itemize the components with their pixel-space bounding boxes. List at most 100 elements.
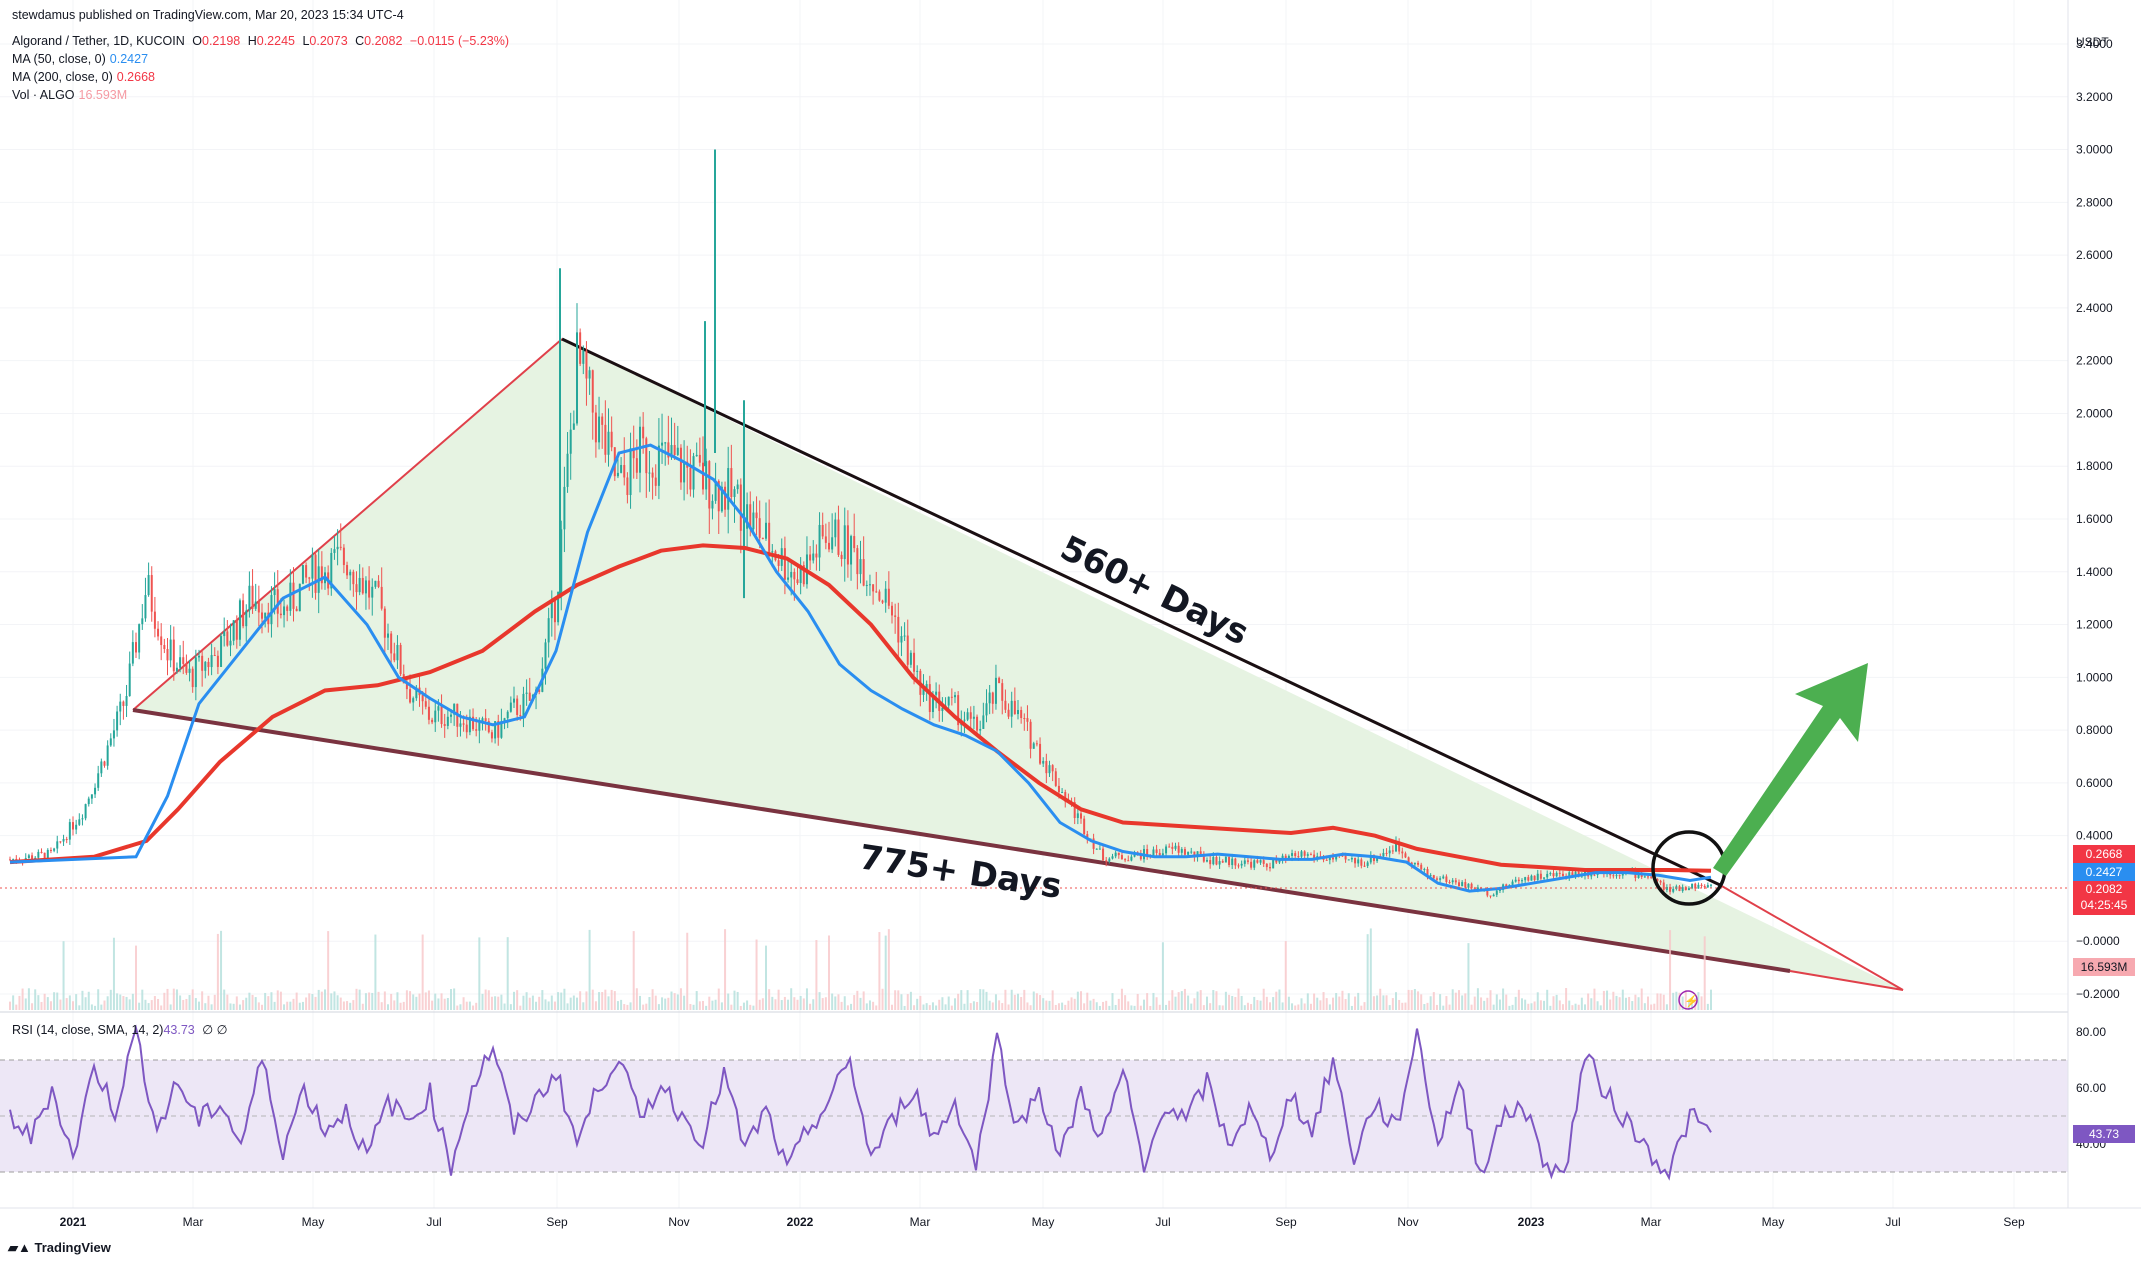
candle-body [1407, 857, 1410, 863]
upper-trendline [561, 337, 1721, 887]
candle-body [1521, 880, 1523, 882]
candle-body [1054, 771, 1057, 786]
candle-body [279, 613, 282, 616]
volume-bar [1508, 1005, 1511, 1010]
volume-bar [179, 995, 182, 1010]
volume-bar [1092, 998, 1095, 1010]
candle-body [941, 707, 944, 711]
volume-bar [1574, 1003, 1577, 1010]
candle-body [1057, 785, 1060, 793]
candle-body [557, 591, 560, 623]
candle-body [976, 716, 979, 731]
volume-bar [358, 989, 361, 1010]
candle-body [1357, 859, 1360, 864]
open-value: 0.2198 [202, 34, 241, 48]
candle-body [588, 370, 591, 379]
volume-bar [695, 991, 698, 1010]
candle-body [405, 683, 408, 690]
volume-bar [1489, 990, 1492, 1010]
candle-body [390, 633, 393, 654]
volume-bar [43, 993, 46, 1010]
wedge-left-line [132, 338, 563, 711]
volume-bar [1117, 998, 1120, 1010]
time-axis[interactable]: 2021 Mar May Jul Sep Nov 2022 Mar May Jul Sep Nov 20… [60, 1215, 2025, 1229]
rsi-settings-icons[interactable]: ∅ ∅ [202, 1023, 228, 1037]
volume-bar [1291, 1003, 1294, 1010]
candle-body [1042, 760, 1045, 764]
candle-body [1253, 860, 1256, 868]
volume-bar [497, 996, 500, 1010]
tradingview-logo[interactable]: ▰▲ TradingView [8, 1240, 111, 1256]
lightning-icon[interactable] [1678, 990, 1698, 1010]
volume-bar [594, 1001, 597, 1010]
candle-body [642, 426, 645, 439]
candle-body [1328, 857, 1331, 861]
candle-body [207, 661, 210, 668]
volume-bar [1139, 1005, 1142, 1010]
candle-body [1451, 880, 1454, 883]
symbol-legend[interactable]: Algorand / Tether, 1D, KUCOIN O0.2198 H0… [12, 34, 513, 48]
volume-bar [135, 945, 137, 1010]
volume-bar [487, 990, 490, 1010]
candle-body [46, 849, 49, 860]
ma200-legend[interactable]: MA (200, close, 0) 0.2668 [12, 70, 159, 84]
volume-bar [1653, 1003, 1656, 1010]
candle-body [465, 724, 468, 733]
volume-bar [1435, 1004, 1438, 1010]
candle-body [153, 611, 156, 629]
time-tick-label: Nov [1397, 1215, 1418, 1229]
volume-price-badge: 16.593M [2073, 958, 2135, 976]
volume-bar [119, 994, 122, 1010]
ma50-legend[interactable]: MA (50, close, 0) 0.2427 [12, 52, 152, 66]
volume-bar [840, 1001, 843, 1010]
volume-bar [1344, 999, 1347, 1010]
volume-bar [692, 1004, 695, 1010]
candle-body [1546, 873, 1549, 878]
candle-body [563, 486, 566, 530]
candle-body [355, 584, 358, 593]
candle-body [339, 546, 342, 548]
volume-bar [1599, 1005, 1602, 1010]
volume-bar [818, 992, 821, 1010]
candle-body [286, 606, 289, 611]
price-axis[interactable]: 3.4000 3.2000 3.0000 2.8000 2.6000 2.4000 2.20… [2076, 37, 2120, 1001]
rsi-label: RSI (14, close, SMA, 14, 2) [12, 1023, 164, 1037]
volume-bar [982, 989, 985, 1010]
volume-legend[interactable]: Vol · ALGO 16.593M [12, 88, 131, 102]
volume-bar [12, 995, 15, 1010]
candle-body [1111, 856, 1114, 859]
volume-bar [1369, 928, 1372, 1010]
volume-bar [320, 991, 323, 1010]
candle-body [1429, 875, 1432, 877]
candle-body [1332, 857, 1334, 860]
close-price-badge: 0.2082 04:25:45 [2073, 881, 2135, 915]
volume-bar [112, 937, 115, 1010]
candle-body [72, 822, 74, 830]
candle-body [1511, 881, 1514, 885]
candle-body [1350, 858, 1353, 860]
volume-bar [286, 1001, 289, 1010]
volume-bar [991, 1002, 994, 1010]
candle-body [1086, 834, 1089, 839]
volume-bar [1417, 991, 1420, 1010]
candle-body [935, 691, 938, 695]
open-label: O [192, 34, 202, 48]
candle-body [1007, 709, 1010, 717]
volume-bar [862, 991, 865, 1010]
volume-bar [796, 999, 799, 1010]
volume-bar [1514, 996, 1517, 1010]
candle-body [771, 551, 774, 553]
candle-body [994, 677, 997, 704]
volume-bar [1533, 1001, 1536, 1010]
candle-body [1272, 860, 1275, 869]
rsi-legend[interactable]: RSI (14, close, SMA, 14, 2)43.73 ∅ ∅ [12, 1022, 231, 1037]
volume-bar [1691, 1004, 1694, 1010]
volume-bar [969, 1003, 972, 1010]
volume-bar [1483, 1000, 1486, 1010]
candle-body [443, 724, 446, 726]
candle-body [714, 481, 717, 501]
volume-bar [1319, 1000, 1322, 1010]
volume-bar [216, 933, 219, 1010]
ma50-label: MA (50, close, 0) [12, 52, 106, 66]
